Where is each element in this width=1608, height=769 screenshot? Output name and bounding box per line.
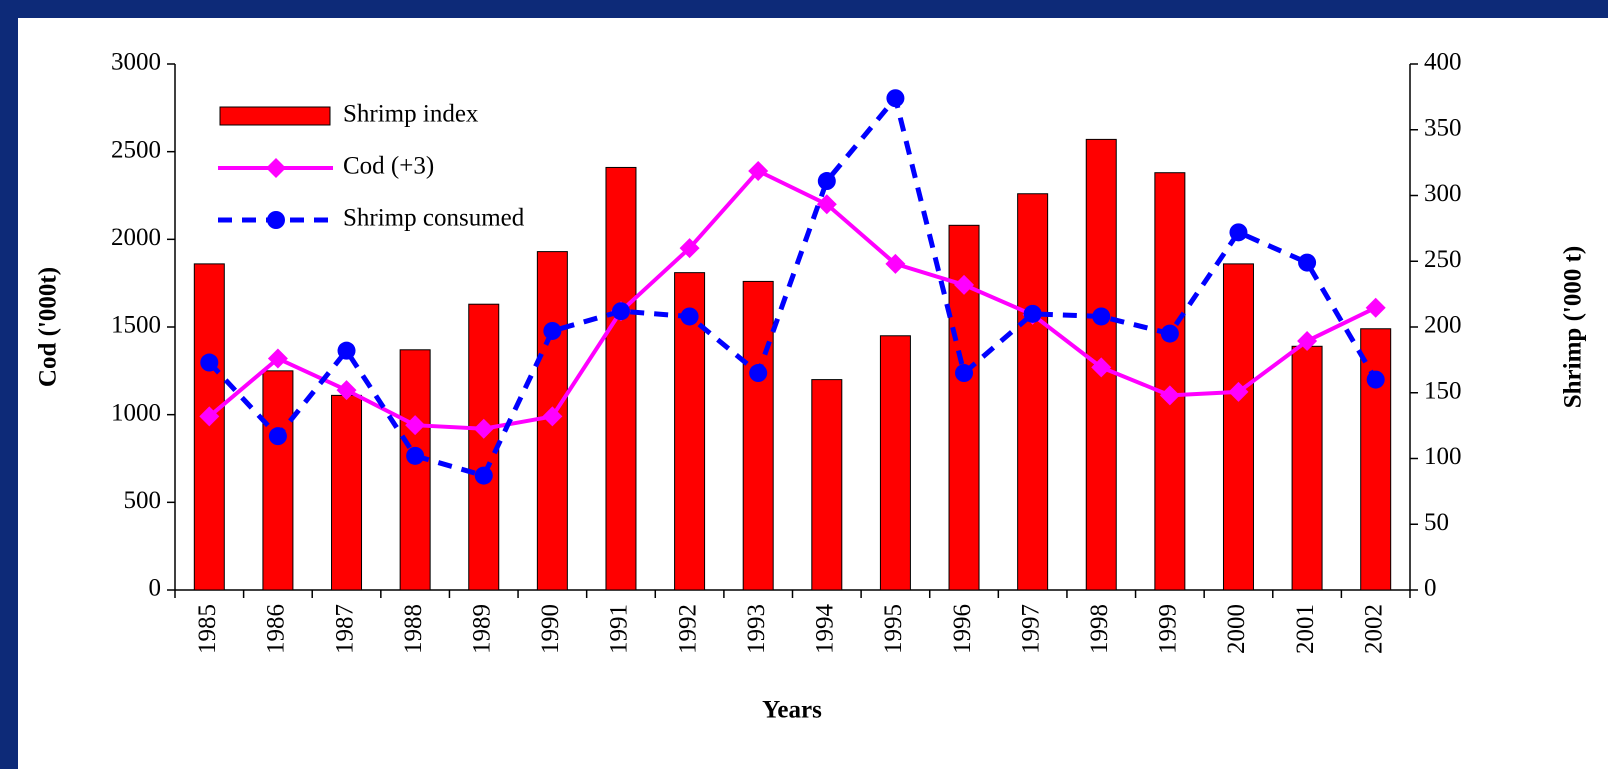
x-tick-label: 1995 <box>880 604 907 654</box>
bar <box>399 349 431 591</box>
x-tick-label: 1987 <box>331 604 358 654</box>
bar <box>1222 263 1254 591</box>
marker <box>816 194 837 215</box>
y2-tick-label: 0 <box>1424 575 1437 602</box>
legend-label: Shrimp consumed <box>343 205 525 232</box>
y2-tick-label: 350 <box>1424 114 1462 141</box>
y-tick-label: 1500 <box>111 312 161 339</box>
bar <box>468 303 500 591</box>
marker <box>1229 223 1248 242</box>
y2-tick-label: 300 <box>1424 180 1462 207</box>
x-tick-label: 1996 <box>949 604 976 654</box>
y-tick-label: 1000 <box>111 399 161 426</box>
x-tick-label: 1992 <box>674 604 701 654</box>
marker <box>543 321 562 340</box>
bar <box>1017 193 1049 591</box>
x-tick-label: 2002 <box>1360 604 1387 654</box>
x-tick-label: 1993 <box>743 604 770 654</box>
marker <box>474 466 493 485</box>
x-tick-label: 1999 <box>1155 604 1182 654</box>
bar <box>331 394 363 591</box>
x-tick-label: 1989 <box>468 604 495 654</box>
x-tick-label: 1994 <box>812 604 839 655</box>
marker <box>955 364 974 383</box>
marker <box>954 274 975 295</box>
marker <box>680 307 699 326</box>
y-tick-label: 0 <box>149 575 162 602</box>
marker <box>749 364 768 383</box>
y2-tick-label: 50 <box>1424 509 1449 536</box>
marker <box>1023 304 1042 323</box>
y-tick-label: 500 <box>124 487 162 514</box>
marker <box>1366 370 1385 389</box>
x-tick-label: 1998 <box>1086 604 1113 654</box>
y2-tick-label: 400 <box>1424 49 1462 76</box>
x-tick-label: 1991 <box>606 604 633 654</box>
marker <box>1159 385 1180 406</box>
marker <box>542 406 563 427</box>
x-tick-label: 1990 <box>537 604 564 654</box>
y2-tick-label: 250 <box>1424 246 1462 273</box>
y2-axis-title: Shrimp ('000 t) <box>1560 246 1587 409</box>
marker <box>405 415 426 436</box>
y-tick-label: 3000 <box>111 49 161 76</box>
legend-swatch <box>219 106 331 126</box>
marker <box>748 160 769 181</box>
marker <box>1298 253 1317 272</box>
marker <box>1092 307 1111 326</box>
marker <box>1160 324 1179 343</box>
y-tick-label: 2500 <box>111 136 161 163</box>
marker <box>268 427 287 446</box>
y2-tick-label: 150 <box>1424 377 1462 404</box>
x-tick-label: 1988 <box>400 604 427 654</box>
x-tick-label: 2000 <box>1223 604 1250 654</box>
marker <box>817 172 836 191</box>
marker <box>1228 381 1249 402</box>
marker <box>200 353 219 372</box>
bar <box>811 379 843 591</box>
y2-tick-label: 200 <box>1424 312 1462 339</box>
x-tick-label: 2001 <box>1292 604 1319 654</box>
marker <box>886 89 905 108</box>
marker <box>679 238 700 259</box>
y-tick-label: 2000 <box>111 224 161 251</box>
x-tick-label: 1997 <box>1017 604 1044 654</box>
x-tick-label: 1986 <box>263 604 290 654</box>
marker <box>406 446 425 465</box>
legend-label: Cod (+3) <box>343 153 434 180</box>
bar <box>742 280 774 591</box>
x-tick-label: 1985 <box>194 604 221 654</box>
bar <box>1360 328 1392 591</box>
y2-tick-label: 100 <box>1424 443 1462 470</box>
x-axis-title: Years <box>762 697 822 724</box>
bar <box>605 166 637 591</box>
bar <box>1154 172 1186 591</box>
marker <box>267 211 285 229</box>
marker <box>885 253 906 274</box>
marker <box>336 380 357 401</box>
legend-label: Shrimp index <box>343 101 479 128</box>
marker <box>611 302 630 321</box>
bar <box>262 370 294 591</box>
marker <box>337 341 356 360</box>
marker <box>1091 357 1112 378</box>
bar <box>879 335 911 591</box>
marker <box>267 348 288 369</box>
bar <box>193 263 225 591</box>
marker <box>473 418 494 439</box>
marker <box>266 158 286 178</box>
marker <box>1297 331 1318 352</box>
y-axis-title: Cod ('000t) <box>35 267 62 387</box>
line <box>207 92 1378 479</box>
marker <box>199 406 220 427</box>
line <box>208 168 1377 431</box>
marker <box>1365 297 1386 318</box>
bar <box>1291 345 1323 591</box>
